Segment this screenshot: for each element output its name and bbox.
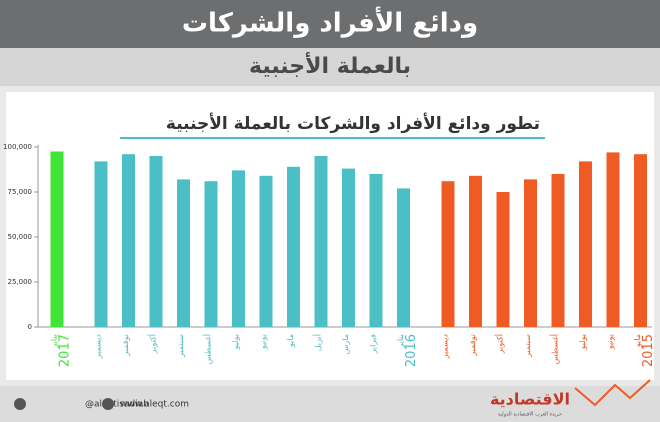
- header-band-light: [0, 48, 660, 86]
- twitter-icon: [14, 398, 26, 410]
- bar: [579, 161, 592, 327]
- x-tick-label: نوفمبر: [468, 334, 477, 357]
- x-tick-label: يونيو: [259, 334, 268, 350]
- y-tick-label: 25,000: [8, 278, 33, 286]
- header-band: [0, 0, 660, 48]
- bar: [259, 175, 273, 327]
- year-label: 2017: [58, 334, 73, 367]
- bar: [232, 170, 245, 327]
- bar: [94, 161, 108, 327]
- x-tick-label: مايو: [633, 334, 642, 348]
- x-tick-label: نوفمبر: [121, 334, 130, 357]
- logo-tagline: جريدة العرب الاقتصادية الدولية: [498, 412, 562, 418]
- x-tick-label: سبتمبر: [523, 334, 532, 358]
- bar: [441, 181, 455, 327]
- bar: [204, 181, 218, 327]
- bar: [50, 151, 64, 327]
- x-tick-label: فبراير: [369, 334, 378, 355]
- chart-title-line2: بالعملة الأجنبية: [249, 51, 411, 79]
- x-tick-label: أكتوبر: [495, 334, 505, 354]
- bar: [149, 156, 163, 327]
- bar: [287, 166, 300, 327]
- bar: [469, 175, 482, 327]
- y-tick-label: 50,000: [8, 233, 33, 241]
- chart-title: ودائع الأفراد والشركات: [182, 7, 478, 39]
- twitter: @aleqtisadiah: [85, 400, 149, 410]
- y-tick-label: 0: [28, 323, 32, 331]
- logo-line: [574, 379, 651, 407]
- x-tick-label: مايو: [286, 334, 295, 348]
- x-tick-label: يوليو: [231, 334, 240, 350]
- year-label: 2015: [641, 334, 656, 367]
- web-icon: [102, 398, 114, 410]
- year-label: 2016: [404, 334, 419, 367]
- bar: [342, 168, 355, 327]
- bar: [177, 179, 190, 327]
- y-tick-label: 100,000: [3, 143, 32, 151]
- x-tick-label: أغسطس: [203, 334, 213, 364]
- x-tick-label: ديسمبر: [441, 334, 450, 360]
- x-tick-label: يونيو: [606, 334, 615, 350]
- bar: [634, 154, 647, 327]
- bar: [369, 174, 383, 327]
- panel: [6, 92, 654, 380]
- x-tick-label: يوليو: [578, 334, 587, 350]
- bar: [397, 188, 410, 327]
- bar: [524, 179, 537, 327]
- logo: الاقتصادية: [490, 390, 570, 409]
- bar: [606, 152, 620, 327]
- x-tick-label: ديسمبر: [94, 334, 103, 360]
- bar: [314, 156, 328, 327]
- x-tick-label: يناير: [396, 334, 405, 349]
- x-tick-label: أغسطس: [550, 334, 560, 364]
- x-tick-label: مارس: [341, 334, 350, 354]
- website: www.aleqt.com: [120, 400, 189, 410]
- bar: [122, 154, 135, 327]
- x-tick-label: سبتمبر: [176, 334, 185, 358]
- x-tick-label: يناير: [50, 334, 59, 349]
- bar: [551, 174, 565, 327]
- x-tick-label: أكتوبر: [148, 334, 158, 354]
- chart-subtitle: تطور ودائع الأفراد والشركات بالعملة الأج…: [166, 113, 540, 134]
- x-tick-label: أبريل: [313, 334, 323, 351]
- y-tick-label: 75,000: [8, 188, 33, 196]
- bar: [496, 192, 510, 327]
